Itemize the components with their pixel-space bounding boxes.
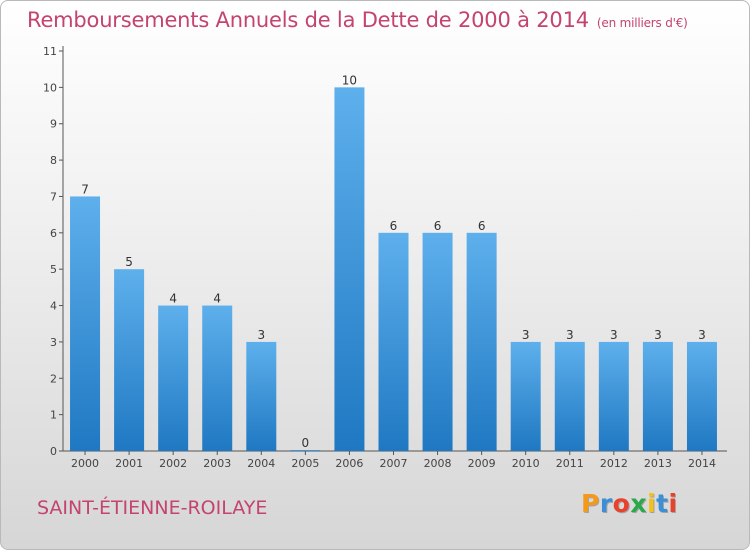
y-tick-label: 2 — [50, 372, 57, 385]
logo-letter: i — [647, 489, 657, 518]
y-tick-label: 9 — [50, 118, 57, 131]
y-tick-label: 10 — [43, 81, 57, 94]
bar-2003 — [202, 305, 233, 451]
x-tick-label: 2014 — [688, 457, 716, 470]
chart-title: Remboursements Annuels de la Dette de 20… — [27, 8, 688, 32]
x-tick-label: 2012 — [600, 457, 628, 470]
bar-value-label: 3 — [566, 328, 574, 342]
bar-value-label: 3 — [610, 328, 618, 342]
bar-2006 — [334, 87, 365, 451]
bar-2011 — [554, 341, 585, 451]
bar-value-label: 4 — [169, 292, 177, 306]
logo-letter: P — [581, 489, 600, 518]
x-tick-label: 2010 — [512, 457, 540, 470]
x-tick-label: 2013 — [644, 457, 672, 470]
x-tick-label: 2007 — [380, 457, 408, 470]
y-tick-label: 3 — [50, 336, 57, 349]
x-tick-label: 2000 — [71, 457, 99, 470]
y-tick-label: 7 — [50, 190, 57, 203]
bar-value-label: 0 — [302, 436, 310, 450]
logo-letter: i — [668, 489, 678, 518]
bar-value-label: 3 — [522, 328, 530, 342]
y-tick-label: 6 — [50, 227, 57, 240]
x-tick-label: 2009 — [468, 457, 496, 470]
bar-2012 — [598, 341, 629, 451]
logo-letter: x — [630, 489, 647, 518]
axes: 0 1 2 3 4 5 6 7 8 9 10 11 2000 2001 2002 2003 2004 2005 20… — [43, 45, 727, 470]
y-tick-label: 1 — [50, 409, 57, 422]
x-tick-label: 2001 — [115, 457, 143, 470]
bar-2014 — [686, 341, 717, 451]
x-tick-label: 2006 — [335, 457, 363, 470]
bar-value-label: 6 — [478, 219, 486, 233]
proxiti-logo[interactable]: Proxiti — [581, 489, 678, 518]
x-tick-label: 2003 — [203, 457, 231, 470]
y-tick-label: 0 — [50, 445, 57, 458]
bar-2010 — [510, 341, 541, 451]
x-tick-label: 2005 — [291, 457, 319, 470]
y-tick-label: 5 — [50, 263, 57, 276]
bar-2000 — [70, 196, 101, 451]
logo-letter: t — [656, 489, 669, 518]
logo-letter: o — [612, 489, 631, 518]
bar-2013 — [642, 341, 673, 451]
y-tick-label: 8 — [50, 154, 57, 167]
bar-2005 — [290, 450, 321, 451]
y-tick-label: 4 — [50, 300, 57, 313]
title-text: Remboursements Annuels de la Dette de 20… — [27, 8, 589, 32]
chart-subtitle: (en milliers d'€) — [596, 16, 688, 30]
bar-value-label: 3 — [257, 328, 265, 342]
x-tick-label: 2004 — [247, 457, 275, 470]
bar-2002 — [158, 305, 189, 451]
bar-2008 — [422, 232, 453, 451]
y-tick-label: 11 — [43, 45, 57, 58]
bar-value-label: 6 — [434, 219, 442, 233]
bar-value-label: 4 — [213, 292, 221, 306]
x-tick-label: 2008 — [424, 457, 452, 470]
logo-letter: r — [599, 489, 613, 518]
bar-value-label: 3 — [698, 328, 706, 342]
bar-value-label: 5 — [125, 255, 133, 269]
bar-2009 — [466, 232, 497, 451]
bar-2007 — [378, 232, 409, 451]
bars — [70, 87, 717, 451]
bar-value-label: 3 — [654, 328, 662, 342]
x-tick-label: 2011 — [556, 457, 584, 470]
bar-value-label: 7 — [81, 182, 89, 196]
commune-name: SAINT-ÉTIENNE-ROILAYE — [37, 497, 268, 519]
data-labels: 7 5 4 4 3 0 10 6 6 6 3 3 3 3 3 — [81, 73, 706, 450]
x-tick-label: 2002 — [159, 457, 187, 470]
bar-2001 — [114, 269, 145, 451]
bar-value-label: 10 — [342, 73, 357, 87]
bar-2004 — [246, 341, 277, 451]
bar-value-label: 6 — [390, 219, 398, 233]
